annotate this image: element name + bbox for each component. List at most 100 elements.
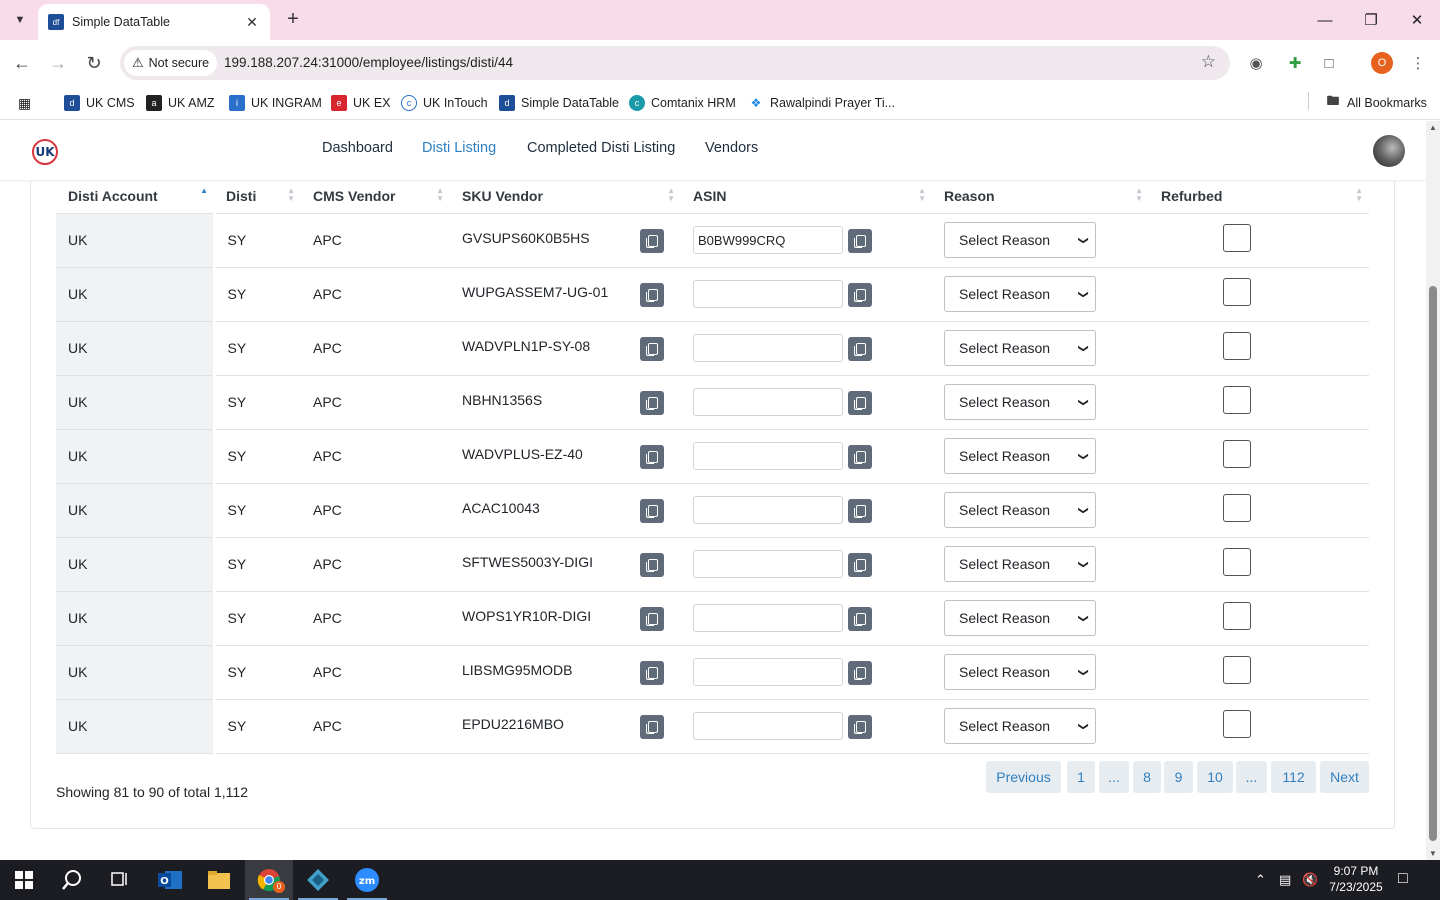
copy-sku-icon[interactable] xyxy=(640,552,664,577)
pagination-page-1[interactable]: 1 xyxy=(1067,761,1095,793)
bookmark-comtanix-hrm[interactable]: c Comtanix HRM xyxy=(629,93,736,113)
copy-sku-icon[interactable] xyxy=(640,336,664,361)
apps-grid-icon[interactable]: ▦ xyxy=(18,94,32,111)
reason-select[interactable]: Select Reason ❯ xyxy=(944,438,1096,474)
tab-close-icon[interactable]: ✕ xyxy=(246,13,258,30)
translate-icon[interactable]: ◉ xyxy=(1249,55,1263,72)
url-text[interactable]: 199.188.207.24:31000/employee/listings/d… xyxy=(224,55,513,70)
copy-sku-icon[interactable] xyxy=(640,228,664,253)
pagination-previous[interactable]: Previous xyxy=(986,761,1061,793)
refurbed-checkbox[interactable] xyxy=(1223,386,1251,414)
copy-asin-icon[interactable] xyxy=(848,228,872,253)
asin-input[interactable] xyxy=(693,226,843,254)
windows-start-icon[interactable] xyxy=(0,860,48,900)
pagination-page-8[interactable]: 8 xyxy=(1133,761,1161,793)
bookmark-rawalpindi-prayer[interactable]: ❖ Rawalpindi Prayer Ti... xyxy=(748,93,895,113)
asin-input[interactable] xyxy=(693,280,843,308)
task-view-icon[interactable] xyxy=(96,860,144,900)
copy-asin-icon[interactable] xyxy=(848,660,872,685)
forward-icon[interactable]: → xyxy=(49,52,67,73)
nav-completed-disti-listing[interactable]: Completed Disti Listing xyxy=(527,140,676,156)
copy-asin-icon[interactable] xyxy=(848,390,872,415)
refurbed-checkbox[interactable] xyxy=(1223,332,1251,360)
all-bookmarks[interactable]: 🖿 All Bookmarks xyxy=(1325,93,1427,111)
asin-input[interactable] xyxy=(693,712,843,740)
reason-select[interactable]: Select Reason ❯ xyxy=(944,600,1096,636)
outlook-icon[interactable]: O xyxy=(146,860,194,900)
copy-asin-icon[interactable] xyxy=(848,606,872,631)
col-refurbed[interactable]: Refurbed ▲ ▼ xyxy=(1149,179,1369,214)
window-close-icon[interactable]: ✕ xyxy=(1410,12,1424,29)
scroll-down-icon[interactable]: ▼ xyxy=(1429,849,1437,858)
reason-select[interactable]: Select Reason ❯ xyxy=(944,276,1096,312)
bookmark-uk-cms[interactable]: d UK CMS xyxy=(64,93,135,113)
copy-asin-icon[interactable] xyxy=(848,714,872,739)
reason-select[interactable]: Select Reason ❯ xyxy=(944,492,1096,528)
search-icon[interactable] xyxy=(48,860,96,900)
pagination-page-112[interactable]: 112 xyxy=(1271,761,1316,793)
col-reason[interactable]: Reason ▲ ▼ xyxy=(932,179,1149,214)
pagination-page-9[interactable]: 9 xyxy=(1164,761,1193,793)
uk-logo[interactable]: UK xyxy=(32,139,58,165)
menu-kebab-icon[interactable]: ⋮ xyxy=(1410,55,1426,72)
refurbed-checkbox[interactable] xyxy=(1223,224,1251,252)
refurbed-checkbox[interactable] xyxy=(1223,710,1251,738)
col-sku-vendor[interactable]: SKU Vendor ▲ ▼ xyxy=(450,179,681,214)
extension-icon[interactable]: ✚ xyxy=(1288,55,1302,72)
network-icon[interactable]: ▤ xyxy=(1279,872,1292,887)
asin-input[interactable] xyxy=(693,550,843,578)
copy-sku-icon[interactable] xyxy=(640,660,664,685)
back-icon[interactable]: ← xyxy=(13,52,31,73)
nav-dashboard[interactable]: Dashboard xyxy=(322,140,393,156)
copy-asin-icon[interactable] xyxy=(848,498,872,523)
copy-sku-icon[interactable] xyxy=(640,714,664,739)
minimize-icon[interactable]: — xyxy=(1317,11,1333,29)
scroll-up-icon[interactable]: ▲ xyxy=(1429,123,1437,132)
asin-input[interactable] xyxy=(693,442,843,470)
copy-sku-icon[interactable] xyxy=(640,444,664,469)
zoom-icon[interactable]: zm xyxy=(343,860,391,900)
copy-asin-icon[interactable] xyxy=(848,444,872,469)
copy-sku-icon[interactable] xyxy=(640,282,664,307)
copy-sku-icon[interactable] xyxy=(640,390,664,415)
asin-input[interactable] xyxy=(693,658,843,686)
taskbar-clock[interactable]: 9:07 PM 7/23/2025 xyxy=(1318,863,1394,895)
copy-asin-icon[interactable] xyxy=(848,552,872,577)
chrome-icon[interactable]: 0 xyxy=(245,860,293,900)
new-tab-icon[interactable]: + xyxy=(287,8,299,30)
restore-icon[interactable]: ❐ xyxy=(1364,12,1378,29)
refurbed-checkbox[interactable] xyxy=(1223,548,1251,576)
app-diamond-icon[interactable] xyxy=(294,860,342,900)
asin-input[interactable] xyxy=(693,388,843,416)
nav-disti-listing[interactable]: Disti Listing xyxy=(422,140,497,156)
reason-select[interactable]: Select Reason ❯ xyxy=(944,708,1096,744)
profile-avatar[interactable]: O xyxy=(1371,52,1393,74)
nav-vendors[interactable]: Vendors xyxy=(705,140,759,156)
tray-chevron-icon[interactable]: ⌃ xyxy=(1255,872,1266,887)
scrollbar-thumb[interactable] xyxy=(1429,286,1437,841)
page-scrollbar[interactable]: ▲ ▼ xyxy=(1426,121,1440,860)
bookmark-uk-amz[interactable]: a UK AMZ xyxy=(146,93,215,113)
volume-muted-icon[interactable]: 🔇 xyxy=(1302,872,1319,887)
col-cms-vendor[interactable]: CMS Vendor ▲ ▼ xyxy=(301,179,450,214)
reload-icon[interactable]: ↻ xyxy=(86,52,102,73)
bookmark-uk-intouch[interactable]: c UK InTouch xyxy=(401,93,488,113)
tab-search-icon[interactable]: ▼ xyxy=(14,14,26,26)
asin-input[interactable] xyxy=(693,334,843,362)
reason-select[interactable]: Select Reason ❯ xyxy=(944,546,1096,582)
copy-sku-icon[interactable] xyxy=(640,606,664,631)
refurbed-checkbox[interactable] xyxy=(1223,278,1251,306)
bookmark-simple-datatable[interactable]: d Simple DataTable xyxy=(499,93,619,113)
notifications-icon[interactable]: □ xyxy=(1398,870,1408,887)
bookmark-uk-ingram[interactable]: i UK INGRAM xyxy=(229,93,322,113)
copy-asin-icon[interactable] xyxy=(848,282,872,307)
browser-tab[interactable]: df Simple DataTable ✕ xyxy=(38,4,270,40)
reason-select[interactable]: Select Reason ❯ xyxy=(944,384,1096,420)
refurbed-checkbox[interactable] xyxy=(1223,656,1251,684)
pagination-next[interactable]: Next xyxy=(1320,761,1369,793)
reason-select[interactable]: Select Reason ❯ xyxy=(944,654,1096,690)
reason-select[interactable]: Select Reason ❯ xyxy=(944,222,1096,258)
security-chip[interactable]: ⚠ Not secure xyxy=(124,50,218,76)
bookmark-star-icon[interactable]: ☆ xyxy=(1200,52,1216,71)
col-asin[interactable]: ASIN ▲ ▼ xyxy=(681,179,932,214)
